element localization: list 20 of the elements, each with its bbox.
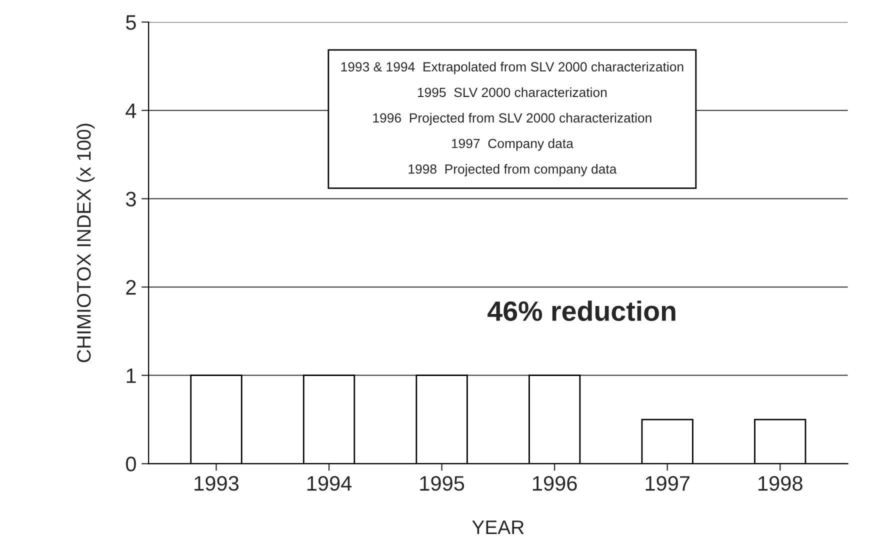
x-tick-label: 1998: [758, 476, 802, 491]
annotation: 1993 & 1994 Extrapolated from SLV 2000 characterization: [341, 62, 684, 74]
y-tick-label: 2: [126, 280, 136, 295]
y-axis-title: CHIMIOTOX INDEX (x 100): [76, 124, 95, 362]
annotation: 1995 SLV 2000 characterization: [418, 87, 607, 98]
x-tick-label: 1997: [646, 476, 690, 491]
x-tick-label: 1996: [532, 476, 577, 491]
y-tick-label: 4: [126, 104, 136, 118]
x-tick-label: 1995: [420, 476, 464, 491]
x-tick-label: 1993: [194, 476, 239, 491]
annotation: 1996 Projected from SLV 2000 characterization: [373, 112, 652, 126]
annotation: 1997 Company data: [452, 138, 574, 151]
x-axis-title: YEAR: [472, 520, 524, 534]
y-tick-label: 1: [126, 368, 136, 383]
annotation: 1998 Projected from company data: [408, 164, 617, 176]
annotation: 46% reduction: [488, 300, 676, 321]
y-tick-label: 0: [126, 456, 136, 472]
y-tick-label: 3: [126, 192, 136, 206]
x-tick-label: 1994: [307, 476, 352, 491]
y-tick-label: 5: [126, 15, 136, 30]
